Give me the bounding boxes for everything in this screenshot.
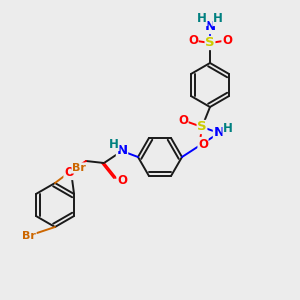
Text: N: N — [116, 145, 128, 158]
Text: O: O — [198, 137, 208, 151]
Text: H: H — [213, 13, 223, 26]
Text: O: O — [64, 167, 74, 179]
Text: H: H — [223, 122, 233, 136]
Text: N: N — [204, 20, 216, 34]
Text: Br: Br — [22, 231, 36, 241]
Text: O: O — [222, 34, 232, 46]
Text: H: H — [197, 13, 207, 26]
Text: S: S — [205, 37, 215, 50]
Text: O: O — [117, 173, 127, 187]
Text: H: H — [109, 137, 119, 151]
Text: N: N — [213, 127, 225, 140]
Text: O: O — [178, 113, 188, 127]
Text: O: O — [188, 34, 198, 46]
Text: Br: Br — [72, 163, 86, 173]
Text: S: S — [197, 121, 207, 134]
